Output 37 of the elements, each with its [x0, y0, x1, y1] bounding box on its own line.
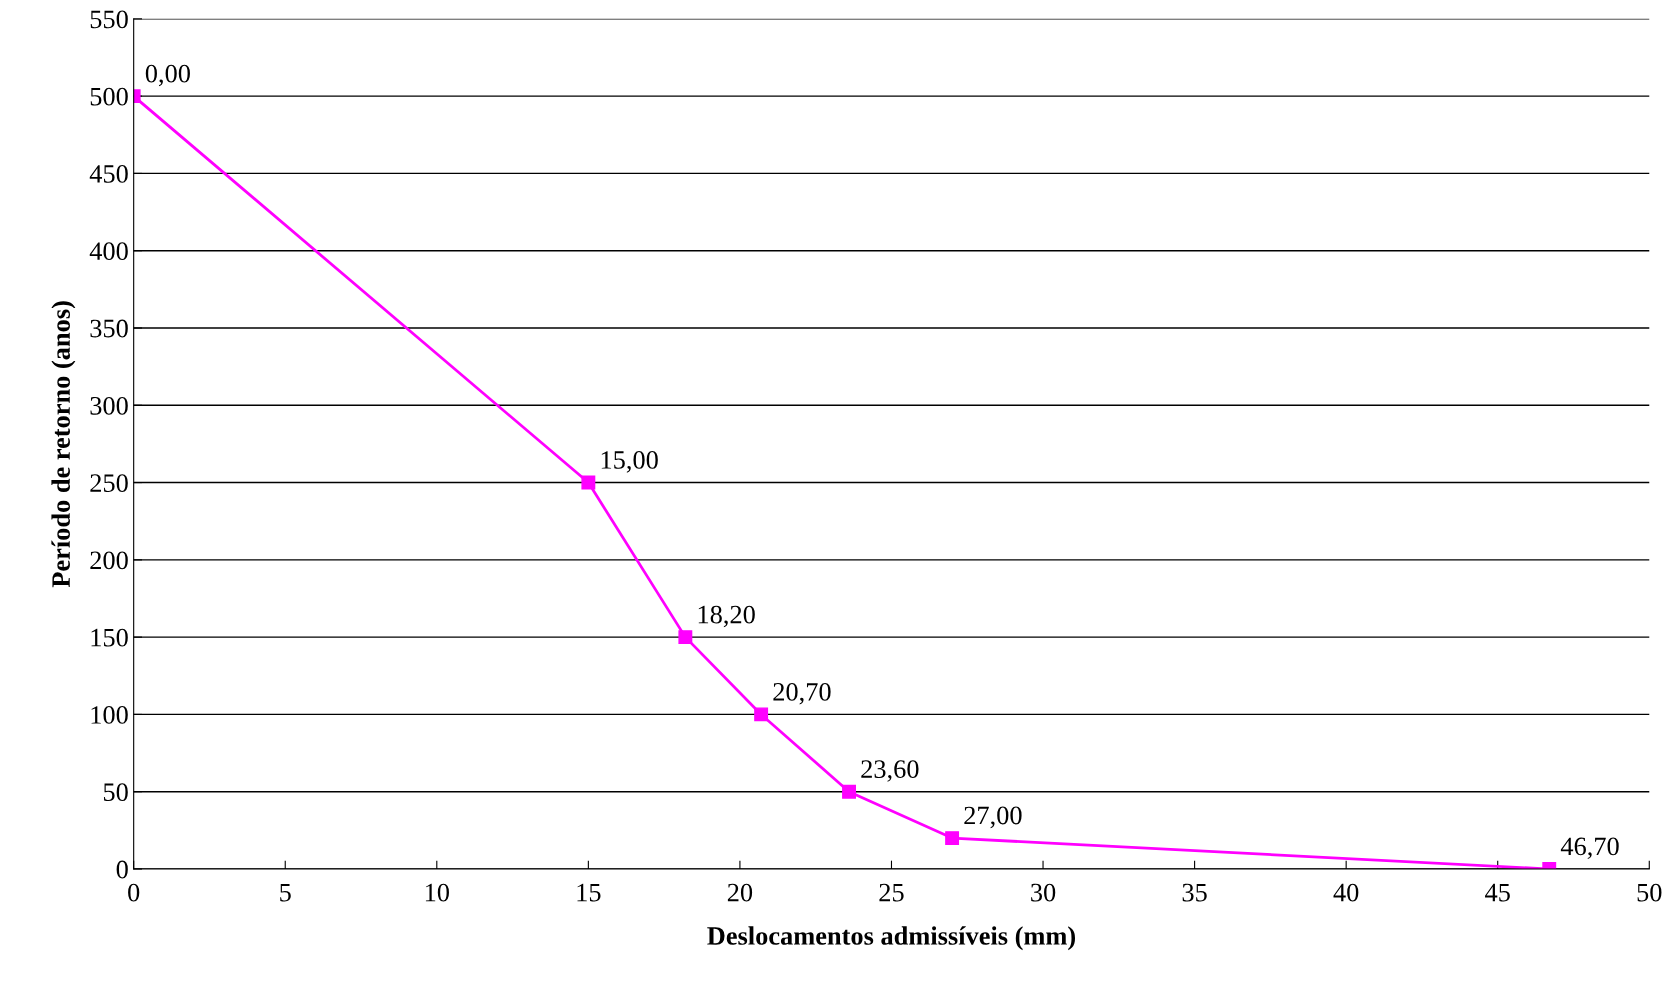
annotation: 20,70: [773, 682, 831, 705]
y-tick-label: 400: [89, 242, 128, 261]
y-tick-label: 500: [90, 87, 128, 106]
x-tick-label: 10: [425, 883, 449, 902]
y-tick-label: 150: [91, 628, 128, 647]
x-tick-label: 35: [1182, 883, 1207, 902]
x-tick-label: 40: [1333, 883, 1359, 902]
y-axis-title: Período de retorno (anos): [51, 301, 76, 588]
y-tick-label: 300: [90, 396, 128, 415]
x-tick-label: 30: [1031, 883, 1056, 902]
x-tick-label: 25: [879, 883, 904, 902]
x-tick-label: 50: [1637, 883, 1662, 902]
x-tick-label: 5: [280, 883, 291, 902]
x-tick-label: 0: [128, 883, 140, 902]
y-tick-label: 50: [103, 783, 128, 802]
y-tick-label: 250: [90, 474, 128, 492]
y-tick-label: 0: [116, 860, 128, 879]
annotation: 0,00: [145, 64, 190, 87]
point: [754, 707, 769, 722]
y-tick-label: 200: [90, 551, 128, 570]
x-axis-title: Deslocamentos admissíveis (mm): [707, 926, 1076, 951]
y-tick-label: 100: [91, 706, 128, 724]
point: [581, 475, 596, 490]
annotation: 18,20: [698, 605, 755, 628]
x-tick-label: 45: [1485, 883, 1510, 902]
y-tick-label: 450: [89, 165, 128, 183]
annotation: 23,60: [861, 760, 919, 782]
x-tick-label: 20: [727, 883, 753, 902]
x-tick-label: 15: [577, 883, 601, 902]
y-tick-label: 550: [90, 10, 128, 29]
annotation: 15,00: [601, 451, 658, 473]
point: [678, 630, 693, 645]
point: [945, 831, 960, 846]
point: [842, 784, 856, 799]
annotation: 46,70: [1560, 837, 1619, 860]
annotation: 27,00: [964, 806, 1022, 829]
y-tick-label: 350: [90, 319, 128, 338]
